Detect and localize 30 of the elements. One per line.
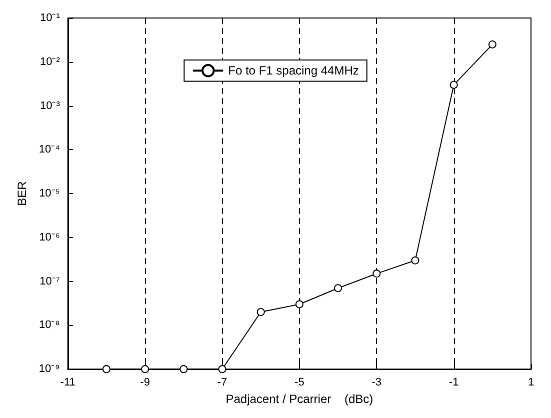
x-axis-title: Padjacent / Pcarrier (dBc)	[226, 392, 374, 406]
x-tick-label: 1	[528, 376, 534, 389]
point	[450, 80, 458, 89]
x-tick-label: -5	[294, 376, 304, 389]
point	[256, 308, 265, 316]
y-tick-label: 10⁻¹	[40, 12, 60, 24]
x-tick-label: -1	[448, 376, 459, 389]
y-tick-label: 10⁻⁵	[39, 188, 60, 200]
x-tick-label: -11	[60, 376, 76, 389]
point	[180, 365, 188, 374]
y-axis-title: BER	[15, 180, 29, 206]
point	[411, 256, 420, 264]
y-tick-label: 10⁻⁶	[39, 231, 60, 244]
point	[334, 284, 342, 292]
x-tick-label: -3	[372, 376, 382, 389]
x-tick-label: -7	[217, 376, 228, 389]
point	[218, 365, 226, 374]
point	[102, 365, 110, 374]
y-tick-label: 10⁻⁹	[38, 363, 60, 376]
point	[141, 365, 150, 374]
y-tick-label: 10⁻⁷	[40, 275, 60, 288]
y-tick-label: 10⁻⁸	[38, 319, 60, 332]
y-tick-label: 10⁻³	[40, 100, 60, 112]
y-tick-label: 10⁻²	[40, 56, 60, 68]
y-tick-label: 10⁻⁴	[38, 144, 60, 156]
point	[372, 270, 381, 278]
legend-label: Fo to F1 spacing 44MHz	[228, 64, 359, 78]
point	[295, 300, 304, 308]
point	[488, 40, 496, 48]
x-tick-label: -9	[140, 376, 150, 389]
